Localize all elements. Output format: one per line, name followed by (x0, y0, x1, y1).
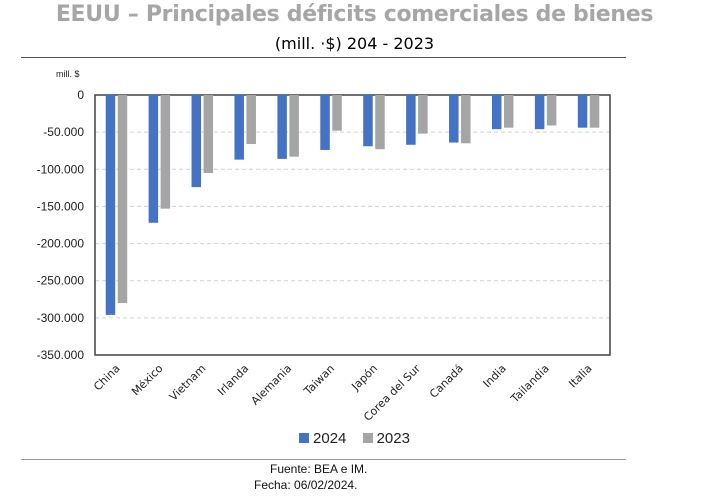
legend-item-2024: 2024 (299, 430, 346, 447)
x-tick-label: Canadá (427, 362, 466, 401)
bottom-divider (21, 459, 626, 460)
bar-2024 (277, 95, 287, 159)
bar-2024 (534, 95, 545, 130)
y-tick-label: -100.000 (37, 162, 85, 176)
bar-2023 (160, 95, 171, 209)
bar-2023 (246, 95, 256, 145)
bar-2024 (406, 95, 416, 145)
bar-2023 (375, 95, 385, 150)
bar-2023 (203, 95, 214, 173)
bar-2024 (320, 95, 330, 150)
bar-2023 (117, 95, 128, 303)
plot-area-frame (94, 94, 611, 356)
bar-2023 (589, 95, 600, 128)
bar-2024 (491, 95, 502, 130)
legend-swatch-2023 (362, 433, 373, 443)
legend-label-2024: 2024 (313, 430, 347, 447)
x-tick-label: China (91, 362, 122, 393)
date-note: Fecha: 06/02/2024. (254, 478, 358, 492)
x-tick-label: Taiwan (301, 362, 337, 398)
bar-2023 (418, 95, 428, 134)
bar-2024 (234, 95, 244, 160)
legend: 2024 2023 (0, 430, 709, 447)
y-tick-label: -50.000 (43, 125, 84, 139)
bar-2024 (148, 95, 159, 223)
y-tick-label: -350.000 (37, 348, 85, 362)
x-tick-label: India (481, 362, 509, 390)
y-tick-label: 0 (77, 88, 84, 102)
x-tick-label: Irlanda (215, 362, 251, 398)
x-tick-label: México (129, 362, 166, 399)
bar-2024 (105, 95, 116, 315)
x-tick-label: Vietnam (167, 362, 209, 404)
source-note: Fuente: BEA e IM. (270, 462, 368, 476)
legend-swatch-2024 (299, 433, 310, 443)
legend-item-2023: 2023 (362, 430, 410, 447)
bar-2023 (503, 95, 514, 128)
bar-2024 (191, 95, 202, 188)
x-tick-label: Tailandia (508, 362, 552, 406)
bar-2023 (461, 95, 471, 144)
y-axis-unit-label: mill. $ (56, 69, 80, 79)
bar-2024 (577, 95, 588, 128)
legend-label-2023: 2023 (376, 430, 410, 447)
bar-2024 (363, 95, 373, 147)
chart-title: EEUU – Principales déficits comerciales … (55, 2, 654, 27)
y-tick-label: -200.000 (37, 237, 85, 251)
bar-2023 (289, 95, 299, 157)
chart-subtitle: (mill. ·$) 204 - 2023 (274, 34, 435, 53)
x-tick-label: Alemania (249, 362, 295, 408)
x-tick-label: Japón (348, 362, 380, 394)
y-tick-label: -250.000 (37, 274, 85, 288)
top-divider (21, 57, 626, 58)
y-tick-label: -150.000 (37, 199, 85, 213)
y-tick-label: -300.000 (37, 311, 85, 325)
x-tick-label: Italia (566, 362, 594, 390)
bar-2023 (546, 95, 557, 126)
bar-2023 (332, 95, 342, 131)
bar-2024 (449, 95, 459, 143)
